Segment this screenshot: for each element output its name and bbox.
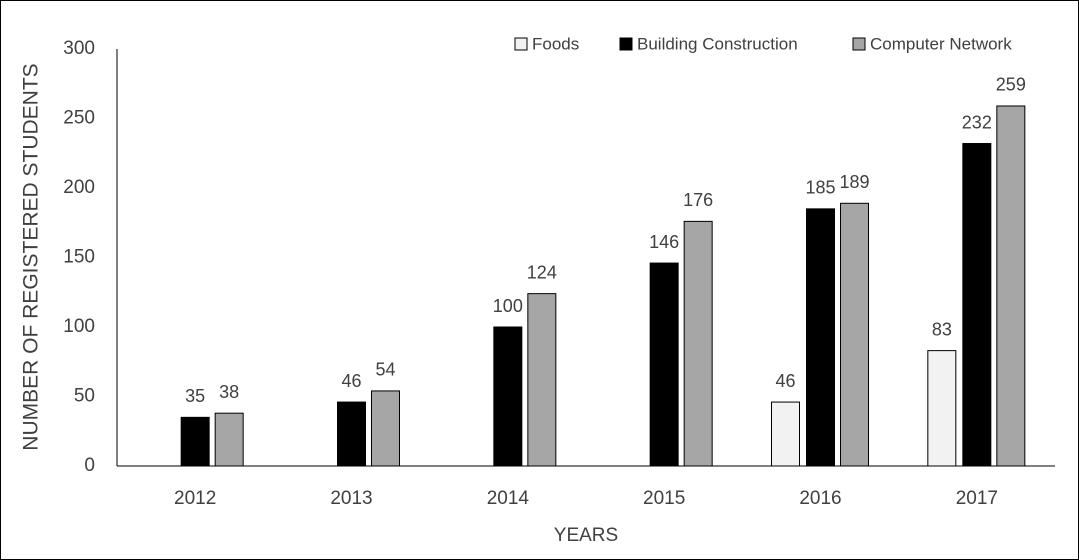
legend-label: Foods (532, 34, 579, 53)
bar (996, 105, 1026, 467)
data-label: 38 (219, 382, 239, 402)
bar (683, 220, 713, 467)
y-axis-label: NUMBER OF REGISTERED STUDENTS (20, 63, 43, 450)
y-tick-label: 300 (63, 38, 95, 59)
bar (840, 202, 869, 467)
data-label: 83 (932, 319, 952, 339)
data-label: 46 (341, 371, 361, 391)
legend-swatch (514, 37, 528, 51)
data-label: 259 (996, 75, 1026, 95)
y-tick-label: 100 (63, 316, 95, 337)
data-label: 54 (375, 360, 395, 380)
bar (493, 326, 523, 467)
data-label: 46 (775, 371, 795, 391)
x-axis-label: YEARS (554, 525, 618, 546)
bar (214, 412, 244, 467)
x-tick-label: 2013 (330, 488, 372, 509)
bar (527, 293, 557, 467)
bar (649, 262, 679, 467)
y-tick-label: 150 (63, 247, 95, 268)
data-label: 146 (649, 232, 679, 252)
legend-label: Computer Network (870, 34, 1012, 53)
data-label: 124 (527, 262, 557, 282)
data-label: 35 (185, 386, 205, 406)
y-tick-label: 200 (63, 177, 95, 198)
bar (771, 401, 800, 467)
data-label: 100 (493, 296, 523, 316)
x-tick-label: 2015 (643, 488, 685, 509)
bar (962, 143, 992, 467)
x-tick-label: 2017 (956, 488, 998, 509)
data-label: 176 (683, 190, 713, 210)
x-tick-label: 2012 (174, 488, 216, 509)
legend-label: Building Construction (637, 34, 798, 53)
legend-swatch (619, 37, 633, 51)
bar (927, 350, 957, 467)
bar (806, 208, 835, 467)
data-label: 189 (839, 172, 869, 192)
x-tick-label: 2016 (799, 488, 841, 509)
y-tick-label: 250 (63, 108, 95, 129)
x-tick-label: 2014 (487, 488, 530, 509)
y-tick-label: 0 (84, 455, 95, 476)
legend-swatch (852, 37, 866, 51)
data-label: 232 (962, 112, 992, 132)
bar (180, 416, 210, 467)
y-tick-label: 50 (74, 386, 95, 407)
data-label: 185 (805, 178, 835, 198)
bar (337, 401, 366, 467)
bar (371, 390, 400, 467)
